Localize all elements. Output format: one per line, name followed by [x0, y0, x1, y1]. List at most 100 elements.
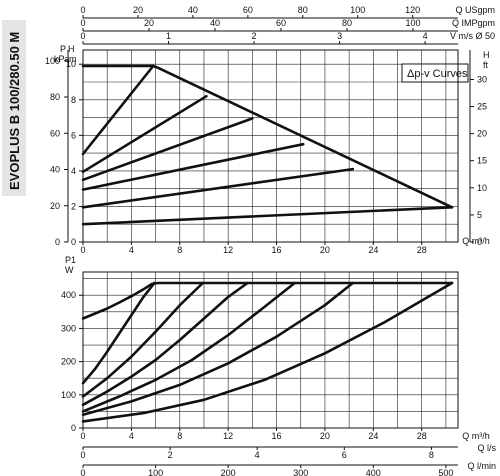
bottom-y-tick-label: 100: [61, 390, 76, 400]
top-sec-axis-label: Q IMPgpm: [452, 18, 495, 28]
bottom-x-tick-label: 4: [129, 431, 134, 441]
top-sec-axis-tick-label: 120: [405, 5, 420, 15]
top-x-tick-label: 28: [417, 245, 427, 255]
top-sec-axis-tick-label: 20: [144, 18, 154, 28]
top-y-ft-tick-label: 30: [477, 74, 487, 84]
bottom-series-line-1: [81, 281, 454, 320]
top-sec-axis-tick-label: 3: [337, 31, 342, 41]
bottom-x-axis-label: Q m³/h: [462, 431, 490, 441]
top-series-line-1: [81, 64, 454, 209]
top-y-ft-tick-label: 5: [477, 210, 482, 220]
bottom-sec-axis-tick-label: 6: [342, 450, 347, 460]
bottom-x-tick-label: 8: [177, 431, 182, 441]
bottom-sec-axis-tick-label: 400: [366, 468, 381, 476]
top-sec-axis-tick-label: 0: [80, 18, 85, 28]
top-series-line-7: [81, 64, 155, 156]
top-x-tick-label: 12: [223, 245, 233, 255]
product-label: EVOPLUS B 100/280.50 M: [7, 32, 22, 190]
top-sec-axis-tick-label: 20: [133, 5, 143, 15]
top-y-left-unit: m: [69, 54, 77, 64]
top-y-ft-tick-label: 10: [477, 183, 487, 193]
top-y-left-title: H: [68, 44, 75, 54]
bottom-x-tick-label: 28: [417, 431, 427, 441]
bottom-sec-axis-tick-label: 200: [221, 468, 236, 476]
top-y-kpa-tick-label: 0: [55, 237, 60, 247]
bottom-series-line-3: [81, 281, 205, 398]
top-sec-axis-tick-label: 1: [166, 31, 171, 41]
bottom-sec-axis-label: Q l/s: [477, 443, 496, 453]
bottom-x-tick-label: 16: [272, 431, 282, 441]
top-sec-axis-tick-label: 100: [350, 5, 365, 15]
top-y-m-tick-label: 4: [71, 166, 76, 176]
top-sec-axis-tick-label: 60: [243, 5, 253, 15]
bottom-sec-axis-tick-label: 2: [168, 450, 173, 460]
top-series-line-3: [81, 167, 355, 209]
bottom-y-tick-label: 300: [61, 323, 76, 333]
top-sec-axis-tick-label: 100: [405, 18, 420, 28]
top-y-ft-tick-label: 25: [477, 102, 487, 112]
top-sec-axis-label: Q USgpm: [455, 5, 495, 15]
top-y-kpa-tick-label: 100: [45, 56, 60, 66]
top-x-tick-label: 24: [368, 245, 378, 255]
top-y-left2-unit: kPa: [54, 54, 70, 64]
top-y-left2-title: P: [60, 44, 66, 54]
legend-label: Δp-v Curves: [407, 68, 468, 80]
top-sec-axis-tick-label: 4: [423, 31, 428, 41]
top-x-tick-label: 8: [177, 245, 182, 255]
top-y-right-unit: ft: [483, 60, 489, 70]
top-sec-axis-tick-label: 80: [342, 18, 352, 28]
top-y-kpa-tick-label: 40: [50, 165, 60, 175]
bottom-sec-axis-tick-label: 4: [255, 450, 260, 460]
bottom-sec-axis-tick-label: 100: [148, 468, 163, 476]
bottom-series-line-7: [81, 281, 454, 423]
top-sec-axis-tick-label: 60: [276, 18, 286, 28]
top-y-ft-tick-label: 0: [477, 237, 482, 247]
top-sec-axis-tick-label: 0: [80, 31, 85, 41]
top-y-ft-tick-label: 20: [477, 129, 487, 139]
bottom-x-tick-label: 12: [223, 431, 233, 441]
top-y-m-tick-label: 10: [66, 59, 76, 69]
bottom-y-tick-label: 400: [61, 290, 76, 300]
bottom-y-tick-label: 0: [71, 423, 76, 433]
top-sec-axis-tick-label: 40: [188, 5, 198, 15]
bottom-x-tick-label: 0: [80, 431, 85, 441]
top-sec-axis-tick-label: 2: [252, 31, 257, 41]
bottom-sec-axis-tick-label: 0: [80, 468, 85, 476]
top-y-m-tick-label: 8: [71, 95, 76, 105]
top-x-tick-label: 4: [129, 245, 134, 255]
bottom-plot-frame: [82, 271, 459, 429]
top-y-kpa-tick-label: 20: [50, 201, 60, 211]
top-y-m-tick-label: 6: [71, 130, 76, 140]
bottom-series-line-5: [81, 281, 296, 413]
bottom-y-unit: W: [65, 265, 74, 275]
bottom-sec-axis-label: Q l/min: [467, 461, 496, 471]
top-plot-frame: [82, 49, 459, 243]
bottom-y-tick-label: 200: [61, 357, 76, 367]
top-sec-axis-tick-label: 0: [80, 5, 85, 15]
bottom-series-line-6: [81, 281, 355, 416]
bottom-sec-axis-tick-label: 500: [438, 468, 453, 476]
top-x-axis-label: Q m³/h: [462, 236, 490, 246]
top-series-line-2: [81, 206, 454, 226]
top-x-tick-label: 16: [272, 245, 282, 255]
top-sec-axis-tick-label: 40: [210, 18, 220, 28]
bottom-sec-axis-tick-label: 0: [80, 450, 85, 460]
top-y-m-tick-label: 2: [71, 201, 76, 211]
top-x-tick-label: 20: [320, 245, 330, 255]
top-y-kpa-tick-label: 60: [50, 128, 60, 138]
bottom-series-line-2: [81, 281, 156, 385]
top-chart: 0 4 8 12 16 20 24 28Q m³/h024681002040608010005…: [45, 5, 495, 255]
bottom-sec-axis-tick-label: 300: [293, 468, 308, 476]
top-y-right-title: H: [483, 50, 490, 60]
top-series-line-4: [81, 142, 305, 191]
bottom-sec-axis-tick-label: 8: [429, 450, 434, 460]
top-x-tick-label: 0: [80, 245, 85, 255]
top-y-m-tick-label: 0: [71, 237, 76, 247]
bottom-x-tick-label: 24: [368, 431, 378, 441]
top-sec-axis-label: V m/s Ø 50: [450, 31, 495, 41]
product-label-band: [2, 20, 26, 196]
top-y-ft-tick-label: 15: [477, 156, 487, 166]
